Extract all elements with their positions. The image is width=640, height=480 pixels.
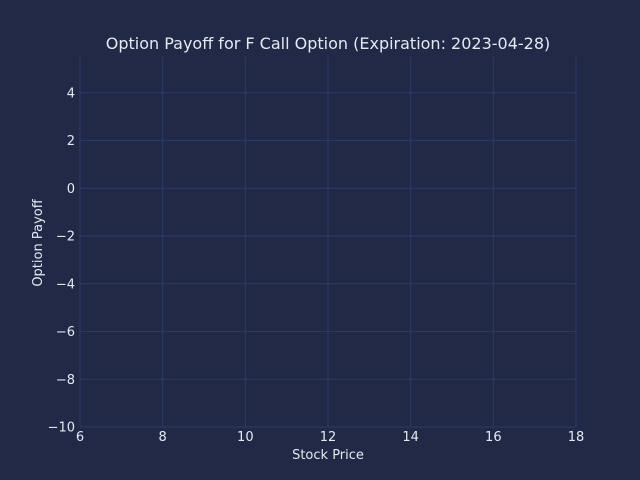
- x-tick-label: 16: [485, 430, 502, 445]
- x-tick-label: 10: [237, 430, 254, 445]
- x-tick-label: 18: [568, 430, 585, 445]
- chart-title: Option Payoff for F Call Option (Expirat…: [106, 34, 551, 53]
- y-tick-label: −10: [48, 421, 75, 436]
- y-axis-label: Option Payoff: [31, 198, 46, 286]
- x-tick-label: 6: [76, 430, 84, 445]
- y-tick-label: −6: [56, 325, 75, 340]
- plot-area: [79, 57, 577, 428]
- y-tick-label: −4: [56, 277, 75, 292]
- x-tick-label: 14: [402, 430, 419, 445]
- y-tick-label: −2: [56, 230, 75, 245]
- x-tick-label: 12: [320, 430, 337, 445]
- grid-lines: [79, 57, 577, 428]
- y-axis-ticks: −10 −8 −6 −4 −2 0 2 4: [48, 86, 75, 435]
- x-axis-ticks: 6 8 10 12 14 16 18: [76, 430, 584, 445]
- y-tick-label: 0: [67, 182, 75, 197]
- y-tick-label: 2: [67, 134, 75, 149]
- x-tick-label: 8: [159, 430, 167, 445]
- y-tick-label: −8: [56, 373, 75, 388]
- y-tick-label: 4: [67, 86, 75, 101]
- x-axis-label: Stock Price: [292, 448, 364, 463]
